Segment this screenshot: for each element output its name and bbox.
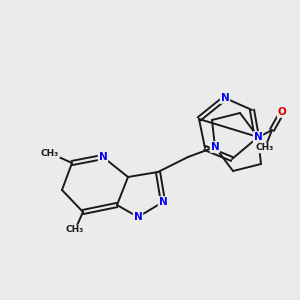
- Text: N: N: [134, 212, 142, 222]
- Text: N: N: [220, 93, 230, 103]
- Text: CH₃: CH₃: [256, 143, 274, 152]
- Text: O: O: [278, 107, 286, 117]
- Text: N: N: [159, 197, 167, 207]
- Text: N: N: [99, 152, 107, 162]
- Text: CH₃: CH₃: [66, 226, 84, 235]
- Text: N: N: [211, 142, 219, 152]
- Text: N: N: [254, 132, 262, 142]
- Text: CH₃: CH₃: [41, 148, 59, 158]
